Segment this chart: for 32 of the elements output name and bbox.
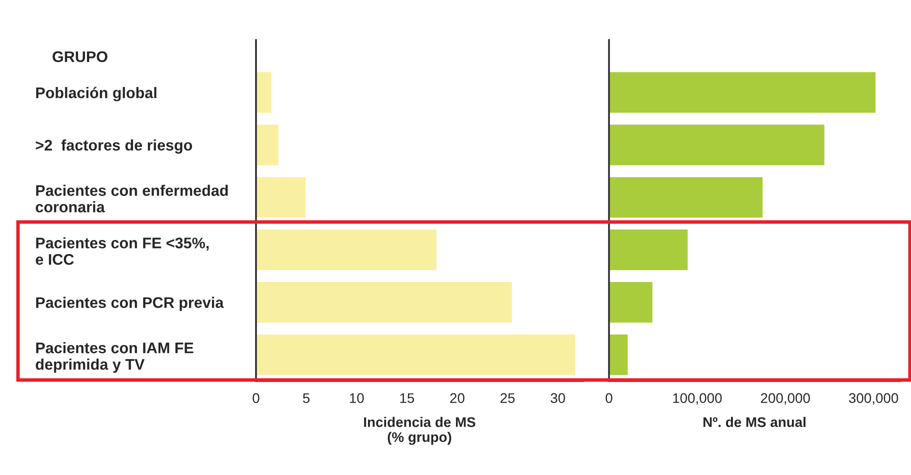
y-axis-title: GRUPO: [52, 51, 108, 62]
x-tick-label: 25: [500, 393, 515, 404]
x-tick-label: 0: [252, 393, 260, 404]
x-tick-label: 0: [606, 393, 612, 404]
bar: [609, 176, 764, 220]
bar: [256, 280, 514, 324]
bar: [256, 333, 577, 376]
y-tick-label: Pacientes con FE <35%, e ICC: [36, 237, 209, 265]
x-tick-label: 100,000: [673, 393, 722, 405]
y-tick-label: Pacientes con enfermedad coronaria: [36, 184, 228, 212]
x-tick-label: 10: [350, 393, 364, 404]
bar: [256, 228, 438, 272]
y-tick-label: >2 factores de riesgo: [36, 139, 192, 154]
bar: [609, 70, 877, 114]
bar: [609, 228, 690, 272]
x-tick-label: 30: [550, 393, 566, 404]
bar: [256, 70, 273, 114]
bar: [609, 123, 826, 167]
y-tick-label: Pacientes con IAM FE deprimida y TV: [36, 342, 194, 373]
x-tick-label: 20: [450, 393, 464, 404]
x-tick-label: 5: [303, 393, 310, 404]
bar: [256, 176, 308, 220]
x-axis-title: Nº. de MS anual: [704, 416, 806, 428]
x-tick-label: 15: [400, 393, 414, 404]
y-tick-label: Pacientes con PCR previa: [36, 296, 224, 312]
y-tick-label: Población global: [36, 86, 156, 102]
bar: [256, 123, 280, 167]
bar: [609, 333, 630, 376]
x-axis-title: Incidencia de MS (% grupo): [364, 416, 476, 445]
bar: [609, 280, 654, 324]
x-tick-label: 200,000: [760, 393, 810, 405]
x-tick-label: 300,000: [848, 393, 898, 405]
